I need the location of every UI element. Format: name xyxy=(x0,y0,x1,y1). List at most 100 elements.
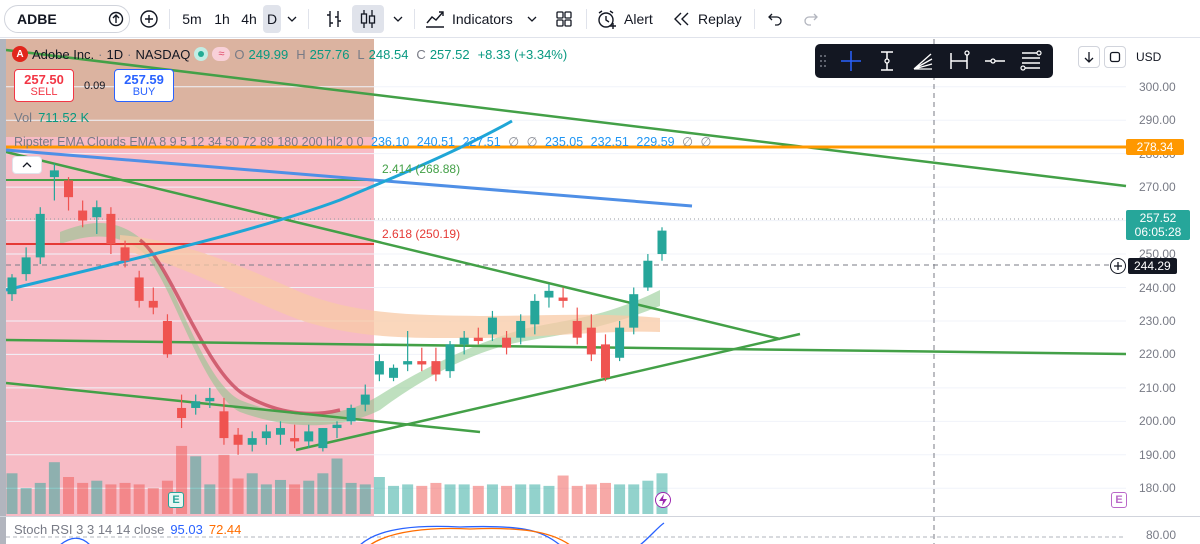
interval-dropdown[interactable] xyxy=(284,5,300,33)
volume-bar xyxy=(147,488,159,514)
fib-retracement-icon xyxy=(1020,50,1042,71)
fib-retracement-tool[interactable] xyxy=(1013,44,1049,78)
candle-down xyxy=(177,407,187,418)
candle-down xyxy=(120,247,130,261)
add-alert-plus-icon[interactable] xyxy=(1110,258,1126,274)
volume-bar xyxy=(119,482,131,514)
collapse-legend-button[interactable] xyxy=(12,156,42,174)
candle-up xyxy=(530,300,540,325)
dividend-flash-icon[interactable] xyxy=(655,492,671,508)
volume-legend[interactable]: Vol 711.52 K xyxy=(14,110,89,125)
candle-down xyxy=(431,361,441,375)
candle-up xyxy=(21,257,31,275)
volume-bar xyxy=(63,477,75,514)
open-label: O xyxy=(234,46,245,62)
grid-icon xyxy=(556,11,572,27)
drag-grip-icon[interactable] xyxy=(819,51,833,71)
interval-label: 5m xyxy=(182,11,202,27)
price-axis-tick: 220.00 xyxy=(1139,347,1176,362)
buy-price: 257.59 xyxy=(124,71,164,87)
volume-bar xyxy=(77,482,89,514)
chart-type-dropdown[interactable] xyxy=(390,5,406,33)
volume-bar xyxy=(218,454,230,514)
volume-bar xyxy=(345,482,357,514)
high-label: H xyxy=(296,46,306,62)
volume-bar xyxy=(303,480,315,514)
vertical-line-tool[interactable] xyxy=(869,44,905,78)
volume-bar xyxy=(190,456,202,514)
candle-up xyxy=(49,170,59,178)
volume-bar xyxy=(20,488,32,514)
interval-5m[interactable]: 5m xyxy=(178,5,206,33)
toolbar-divider xyxy=(754,9,755,29)
ema-legend[interactable]: Ripster EMA Clouds EMA 8 9 5 12 34 50 72… xyxy=(14,134,711,149)
scroll-down-button[interactable] xyxy=(1078,46,1100,68)
candle-up xyxy=(205,397,215,402)
open-value: 249.99 xyxy=(248,46,289,62)
stoch-rsi-legend[interactable]: Stoch RSI 3 3 14 14 close 95.03 72.44 xyxy=(14,522,241,537)
ema-value: 229.59 xyxy=(636,135,675,149)
indicators-button[interactable]: Indicators xyxy=(424,5,520,33)
volume-bar xyxy=(232,478,244,514)
price-axis-tick: 190.00 xyxy=(1139,447,1176,462)
volume-bar xyxy=(204,484,216,514)
undo-button[interactable] xyxy=(762,5,788,33)
sell-label: SELL xyxy=(30,85,58,98)
legend-separator: · xyxy=(127,46,132,62)
currency-selector[interactable]: USD xyxy=(1130,46,1190,68)
interval-label: D xyxy=(266,11,278,27)
candle-up xyxy=(516,320,526,338)
stoch-d-value: 72.44 xyxy=(208,522,242,537)
plus-circle-icon xyxy=(140,10,158,28)
layouts-button[interactable] xyxy=(552,5,576,33)
upcoming-earnings-badge[interactable]: E xyxy=(1111,492,1127,508)
symbol-search[interactable]: ADBE xyxy=(4,5,130,33)
price-axis-tick: 270.00 xyxy=(1139,180,1176,195)
candle-up xyxy=(318,428,328,449)
candle-up xyxy=(374,361,384,375)
add-symbol-button[interactable] xyxy=(136,5,162,33)
stoch-rsi-pane[interactable] xyxy=(0,516,1200,544)
horizontal-line-tool[interactable] xyxy=(977,44,1013,78)
candle-up xyxy=(544,290,554,298)
sell-button[interactable]: 257.50 SELL xyxy=(14,69,74,102)
earnings-badge[interactable]: E xyxy=(168,492,184,508)
candle-up xyxy=(346,407,356,422)
buy-button[interactable]: 257.59 BUY xyxy=(114,69,174,102)
candles-chart-type-button[interactable] xyxy=(352,5,384,33)
symbol-name: Adobe Inc. xyxy=(32,46,95,62)
volume-bar xyxy=(557,475,569,514)
fullscreen-button[interactable] xyxy=(1104,46,1126,68)
stoch-rsi-plot xyxy=(6,522,1126,544)
volume-bar xyxy=(274,479,286,514)
indicators-label: Indicators xyxy=(452,11,513,27)
redo-button[interactable] xyxy=(798,5,824,33)
trendline-descending xyxy=(5,150,781,341)
interval-1d[interactable]: D xyxy=(263,5,281,33)
interval-1h[interactable]: 1h xyxy=(208,5,236,33)
symbol-text: ADBE xyxy=(17,11,57,27)
toolbar-divider xyxy=(169,9,170,29)
crosshair-tool[interactable] xyxy=(833,44,869,78)
volume-bar xyxy=(388,485,400,514)
chevron-down-icon xyxy=(393,16,403,22)
ema-value: 240.51 xyxy=(416,135,455,149)
compare-symbol-icon[interactable] xyxy=(103,6,129,32)
measure-tool[interactable] xyxy=(941,44,977,78)
bar-chart-type-button[interactable] xyxy=(320,5,348,33)
candle-down xyxy=(290,438,300,442)
candle-up xyxy=(247,438,257,445)
symbol-legend[interactable]: A Adobe Inc. · 1D · NASDAQ ≈ O 249.99 H 25… xyxy=(12,46,571,62)
indicators-dropdown[interactable] xyxy=(524,5,540,33)
fib-fan-tool[interactable] xyxy=(905,44,941,78)
replay-label: Replay xyxy=(698,11,742,27)
candle-down xyxy=(219,411,229,439)
crosshair-price-tag[interactable]: 244.29 xyxy=(1110,257,1177,275)
alert-button[interactable]: Alert xyxy=(596,5,658,33)
candle-up xyxy=(403,361,413,365)
interval-4h[interactable]: 4h xyxy=(236,5,262,33)
replay-button[interactable]: Replay xyxy=(672,5,742,33)
high-value: 257.76 xyxy=(309,46,350,62)
candlesticks xyxy=(7,163,667,455)
